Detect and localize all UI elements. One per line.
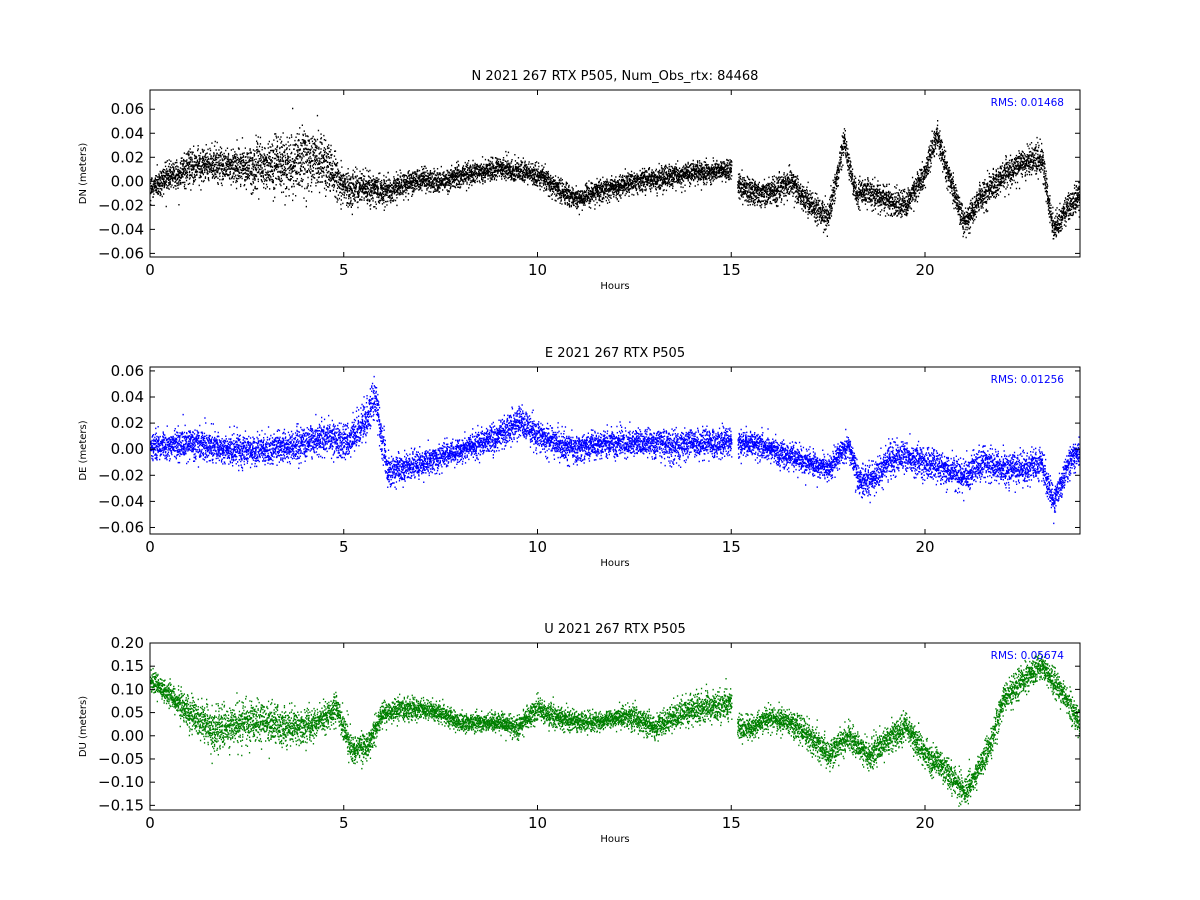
x-tick-label: 10: [528, 538, 547, 556]
y-tick-label: 0.00: [111, 727, 144, 745]
x-tick-label: 20: [915, 814, 934, 832]
x-tick-label: 0: [145, 261, 155, 279]
y-tick-label: 0.00: [111, 172, 144, 190]
x-tick-label: 20: [915, 538, 934, 556]
chart-panel-n: 0 5 10 15 20 −0.06 −0.04 −0.02 0.00 0.02 0.04 0.06 N…: [78, 69, 1081, 292]
y-tick-label: −0.15: [98, 796, 144, 814]
rms-annotation: RMS: 0.01468: [991, 97, 1064, 109]
y-tick-label: 0.02: [111, 148, 144, 166]
plot-frame: [149, 642, 1081, 811]
y-tick-label: 0.05: [111, 704, 144, 722]
chart-title: E 2021 267 RTX P505: [545, 346, 685, 361]
data-points: [150, 652, 1080, 807]
y-axis-label: DE (meters): [78, 420, 89, 480]
y-tick-label: −0.04: [98, 220, 144, 238]
y-tick-label: 0.10: [111, 680, 144, 698]
x-tick-label: 5: [339, 261, 349, 279]
y-tick-label: −0.04: [98, 492, 144, 510]
y-axis-label: DU (meters): [78, 696, 89, 757]
y-tick-label: 0.06: [111, 362, 144, 380]
y-tick-label: −0.10: [98, 773, 144, 791]
y-tick-label: 0.20: [111, 634, 144, 652]
y-tick-label: 0.04: [111, 388, 144, 406]
y-tick-label: 0.04: [111, 124, 144, 142]
rms-annotation: RMS: 0.01256: [991, 374, 1065, 386]
y-tick-label: −0.05: [98, 750, 144, 768]
y-tick-label: −0.06: [98, 244, 144, 262]
data-points: [150, 375, 1080, 525]
x-tick-label: 20: [915, 261, 934, 279]
x-tick-label: 0: [145, 538, 155, 556]
y-tick-label: 0.02: [111, 414, 144, 432]
x-axis-label: Hours: [600, 834, 629, 845]
data-point-cloud: [150, 652, 1080, 807]
x-axis-label: Hours: [600, 281, 629, 292]
x-tick-label: 0: [145, 814, 155, 832]
chart-title: N 2021 267 RTX P505, Num_Obs_rtx: 84468: [472, 69, 759, 84]
x-tick-label: 5: [339, 814, 349, 832]
y-axis-label: DN (meters): [78, 143, 89, 205]
y-tick-label: −0.06: [98, 518, 144, 536]
chart-panel-e: 0 5 10 15 20 −0.06 −0.04 −0.02 0.00 0.02 0.04 0.06 E…: [78, 346, 1081, 569]
x-tick-label: 15: [722, 814, 741, 832]
rms-annotation: RMS: 0.05674: [991, 650, 1065, 662]
x-tick-label: 10: [528, 261, 547, 279]
x-axis-label: Hours: [600, 558, 629, 569]
x-tick-label: 15: [722, 538, 741, 556]
x-tick-label: 5: [339, 538, 349, 556]
data-points: [150, 107, 1080, 240]
y-tick-label: −0.02: [98, 196, 144, 214]
y-tick-label: −0.02: [98, 466, 144, 484]
chart-title: U 2021 267 RTX P505: [544, 622, 686, 637]
data-point-cloud: [150, 107, 1080, 240]
x-tick-label: 15: [722, 261, 741, 279]
x-tick-label: 10: [528, 814, 547, 832]
y-tick-label: 0.00: [111, 440, 144, 458]
y-tick-label: 0.15: [111, 657, 144, 675]
y-tick-label: 0.06: [111, 100, 144, 118]
plot-frame: [149, 366, 1081, 535]
chart-panel-u: 0 5 10 15 20 −0.15 −0.10 −0.05 0.00 0.05 0.10 0.15 0…: [78, 622, 1081, 845]
plot-frame: [149, 89, 1081, 258]
data-point-cloud: [150, 375, 1080, 525]
